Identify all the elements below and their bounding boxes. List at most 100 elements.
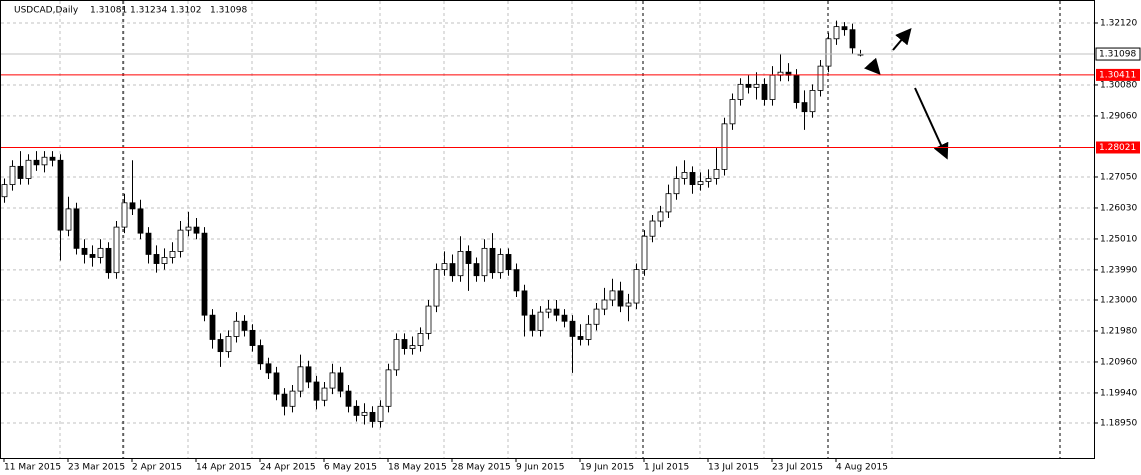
candle-body: [721, 123, 728, 170]
candle-body: [97, 247, 104, 258]
candle-body: [585, 323, 592, 340]
candle-body: [801, 102, 808, 113]
candle-body: [697, 181, 704, 185]
y-tick-label: 1.18950: [1100, 419, 1137, 429]
candle-body: [241, 320, 248, 331]
candle-body: [729, 99, 736, 125]
candle-body: [625, 302, 632, 307]
candle-body: [825, 38, 832, 67]
candle-body: [513, 269, 520, 292]
arrow: [864, 57, 881, 75]
candle-body: [425, 305, 432, 334]
candle-body: [105, 247, 112, 274]
candle-body: [737, 83, 744, 100]
candle-body: [761, 83, 768, 100]
candle-body: [265, 363, 272, 374]
marks: [1, 20, 864, 428]
plot-frame: [0, 0, 1095, 459]
chart-title: USDCAD,Daily: [14, 6, 79, 16]
candle-body: [593, 308, 600, 325]
price-box: [1095, 47, 1141, 61]
candle-body: [561, 314, 568, 322]
y-tick-label: 1.30080: [1100, 80, 1137, 90]
candle-body: [89, 254, 96, 258]
candle-body: [121, 202, 128, 228]
candle-body: [529, 314, 536, 331]
arrow: [892, 27, 912, 51]
y-tick-label: 1.21980: [1100, 326, 1137, 336]
candle-body: [641, 235, 648, 271]
candle-body: [713, 168, 720, 179]
price-label: 1.31098: [1099, 50, 1136, 60]
header: USDCAD,Daily 1.31081 1.31234 1.3102 1.31…: [14, 6, 247, 16]
candle-body: [833, 26, 840, 40]
level-box: [1096, 141, 1140, 154]
y-tick-label: 1.23000: [1100, 295, 1137, 305]
candle-body: [673, 178, 680, 195]
x-tick-label: 1 Jul 2015: [644, 463, 689, 473]
candle-body: [41, 156, 48, 166]
candle-body: [617, 290, 624, 307]
y-tick-label: 1.19940: [1100, 388, 1137, 398]
candle-body: [393, 339, 400, 371]
candle-body: [273, 372, 280, 395]
candle-body: [849, 29, 856, 49]
candle-body: [225, 336, 232, 353]
candle-body: [553, 308, 560, 316]
arrow: [914, 87, 949, 160]
y-tick-label: 1.23990: [1100, 265, 1137, 275]
candle-body: [169, 251, 176, 258]
candle-body: [657, 211, 664, 222]
candle-body: [537, 311, 544, 331]
candle-body: [153, 254, 160, 264]
candle-body: [145, 232, 152, 255]
x-tick-label: 28 May 2015: [452, 463, 511, 473]
candle-body: [129, 202, 136, 210]
candle-body: [769, 74, 776, 100]
candle-body: [385, 369, 392, 407]
candle-body: [17, 165, 24, 179]
candle-body: [569, 320, 576, 337]
x-tick-label: 4 Aug 2015: [836, 463, 888, 473]
candle-body: [649, 220, 656, 237]
x-tick-label: 24 Apr 2015: [260, 463, 316, 473]
candle-body: [137, 208, 144, 234]
candle-body: [497, 254, 504, 274]
candle-body: [353, 405, 360, 416]
candle-body: [665, 193, 672, 213]
candle-body: [489, 247, 496, 274]
candle-body: [745, 83, 752, 88]
candle-body: [177, 229, 184, 252]
x-tick-label: 23 Jul 2015: [772, 463, 823, 473]
candle-body: [793, 74, 800, 103]
candle-body: [73, 208, 80, 249]
candle-body: [337, 372, 344, 392]
candle-body: [281, 393, 288, 407]
y-tick-label: 1.26030: [1100, 203, 1137, 213]
candle-body: [681, 172, 688, 179]
candle-body: [753, 83, 760, 88]
candle-body: [249, 329, 256, 346]
candle-body: [505, 254, 512, 271]
candle-body: [81, 247, 88, 255]
candle-body: [449, 263, 456, 277]
candle-body: [65, 208, 72, 231]
candle-body: [49, 156, 56, 161]
candle-body: [193, 226, 200, 234]
candle-body: [33, 159, 40, 166]
candle-body: [417, 333, 424, 346]
x-tick-label: 9 Jun 2015: [516, 463, 564, 473]
candle-body: [345, 390, 352, 407]
candle-body: [841, 26, 848, 31]
x-tick-label: 11 Mar 2015: [4, 463, 61, 473]
candle-body: [201, 232, 208, 316]
candle-body: [457, 251, 464, 277]
candle-body: [321, 387, 328, 401]
candle-body: [305, 366, 312, 383]
candle-body: [209, 314, 216, 340]
x-tick-label: 18 May 2015: [388, 463, 447, 473]
level-label: 1.30411: [1099, 70, 1136, 80]
y-tick-label: 1.25010: [1100, 234, 1137, 244]
candle-body: [25, 159, 32, 179]
